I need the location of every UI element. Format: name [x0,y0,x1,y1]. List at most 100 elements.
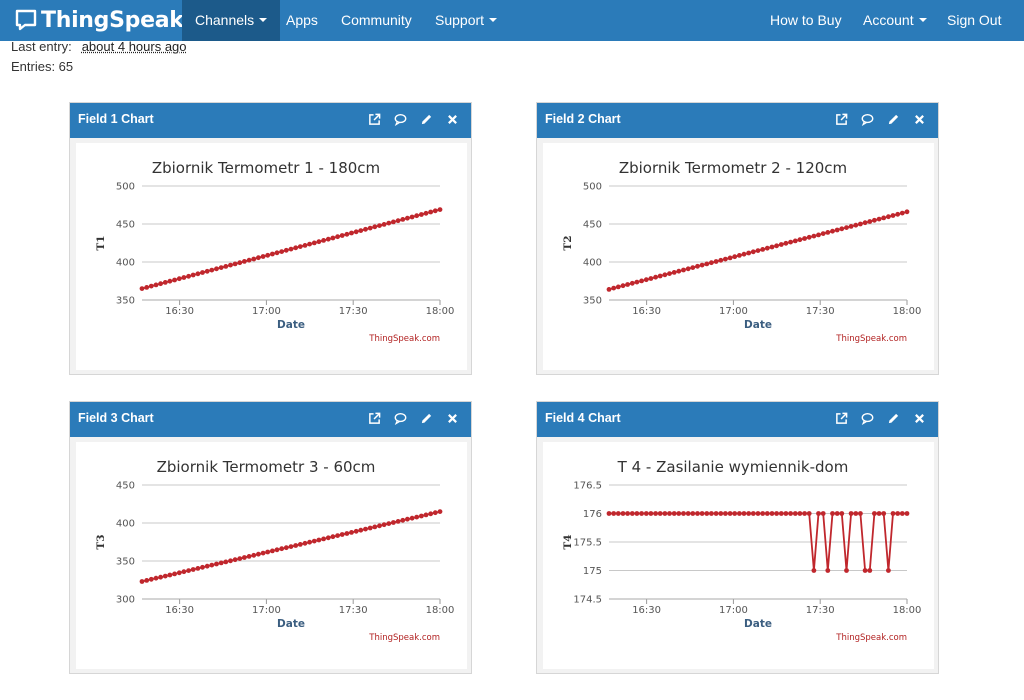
data-point[interactable] [737,511,742,516]
data-point[interactable] [158,574,163,580]
data-point[interactable] [667,511,672,516]
data-point[interactable] [732,511,738,516]
data-point[interactable] [816,232,821,238]
data-point[interactable] [316,239,322,245]
data-point[interactable] [246,554,252,559]
data-point[interactable] [615,284,621,290]
data-point[interactable] [190,567,196,572]
data-point[interactable] [671,270,677,275]
data-point[interactable] [839,226,845,232]
data-point[interactable] [653,511,658,516]
data-point[interactable] [256,551,261,557]
data-point[interactable] [862,220,868,226]
data-point[interactable] [186,568,191,573]
data-point[interactable] [228,262,233,268]
data-point[interactable] [755,248,761,253]
data-point[interactable] [260,550,266,556]
close-icon[interactable] [439,409,465,429]
data-point[interactable] [769,511,775,516]
data-point[interactable] [764,245,770,251]
data-point[interactable] [741,511,747,516]
close-icon[interactable] [439,110,465,130]
data-point[interactable] [353,528,359,534]
data-point[interactable] [848,511,854,516]
data-point[interactable] [648,511,654,516]
data-point[interactable] [881,215,887,221]
data-point[interactable] [367,225,373,231]
nav-support[interactable]: Support [422,0,510,41]
data-point[interactable] [834,227,840,233]
data-point[interactable] [176,276,182,282]
data-point[interactable] [755,511,761,516]
data-point[interactable] [311,538,317,544]
data-point[interactable] [204,268,210,274]
nav-channels[interactable]: Channels [182,0,281,41]
data-point[interactable] [867,568,873,573]
comment-icon[interactable] [387,110,413,130]
nav-community[interactable]: Community [341,12,412,28]
data-point[interactable] [792,238,798,244]
pencil-icon[interactable] [880,110,906,130]
data-point[interactable] [344,531,350,536]
data-point[interactable] [709,511,714,516]
data-point[interactable] [867,219,873,224]
data-point[interactable] [634,279,640,285]
data-point[interactable] [904,511,910,516]
data-point[interactable] [200,270,205,275]
data-point[interactable] [414,213,420,219]
data-point[interactable] [643,277,649,283]
data-point[interactable] [769,244,775,250]
data-point[interactable] [432,208,438,214]
data-point[interactable] [381,522,387,528]
data-point[interactable] [307,539,312,545]
data-point[interactable] [718,257,724,263]
data-point[interactable] [606,287,612,292]
data-point[interactable] [279,249,285,254]
pencil-icon[interactable] [880,409,906,429]
data-point[interactable] [713,259,719,264]
data-point[interactable] [381,222,387,227]
data-point[interactable] [899,511,905,516]
data-point[interactable] [811,568,817,573]
data-point[interactable] [676,511,682,516]
data-point[interactable] [339,233,345,238]
data-point[interactable] [144,285,150,290]
data-point[interactable] [746,250,752,256]
data-point[interactable] [830,511,835,516]
external-link-icon[interactable] [361,409,387,429]
data-point[interactable] [386,220,392,226]
data-point[interactable] [358,527,364,533]
data-point[interactable] [764,511,770,516]
data-point[interactable] [162,573,168,579]
data-point[interactable] [629,280,635,286]
data-point[interactable] [662,511,668,516]
data-point[interactable] [190,272,196,278]
data-point[interactable] [162,280,168,285]
data-point[interactable] [405,215,410,221]
data-point[interactable] [699,511,705,516]
data-point[interactable] [797,511,803,516]
data-point[interactable] [414,514,420,520]
data-point[interactable] [774,511,779,516]
data-point[interactable] [802,236,807,241]
data-point[interactable] [311,240,317,246]
data-point[interactable] [297,542,303,547]
data-point[interactable] [820,231,826,236]
data-point[interactable] [372,224,378,230]
data-point[interactable] [167,572,173,578]
nav-how-to-buy[interactable]: How to Buy [770,12,842,28]
data-point[interactable] [704,261,710,267]
data-point[interactable] [792,511,798,516]
data-point[interactable] [778,242,784,247]
data-point[interactable] [349,530,354,535]
data-point[interactable] [844,225,849,230]
data-point[interactable] [723,256,728,262]
data-point[interactable] [228,558,233,564]
data-point[interactable] [391,219,396,225]
data-point[interactable] [148,283,154,289]
data-point[interactable] [237,260,243,266]
data-point[interactable] [727,255,733,261]
data-point[interactable] [802,511,807,516]
comment-icon[interactable] [387,409,413,429]
data-point[interactable] [881,511,887,516]
